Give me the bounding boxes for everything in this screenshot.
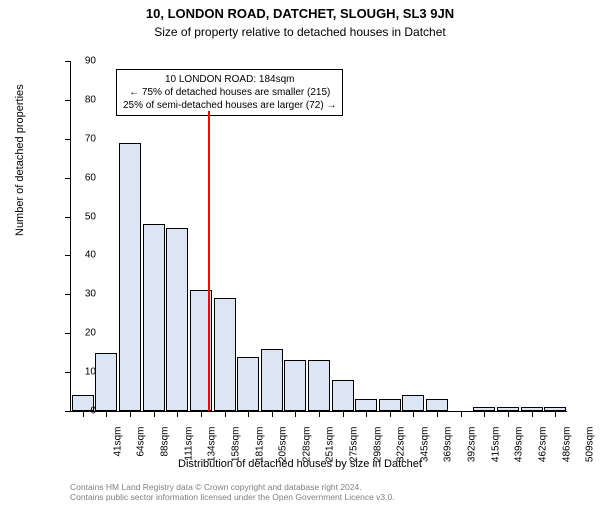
histogram-bar [143, 224, 165, 411]
x-tick [106, 411, 107, 417]
histogram-bar [214, 298, 236, 411]
x-tick-label: 134sqm [207, 427, 218, 467]
histogram-bar [95, 353, 117, 411]
x-tick-label: 41sqm [112, 427, 123, 467]
histogram-bar [379, 399, 401, 411]
y-tick-label: 80 [66, 94, 96, 105]
x-tick [437, 411, 438, 417]
x-tick-label: 369sqm [443, 427, 454, 467]
histogram-bar [166, 228, 188, 411]
y-tick-label: 50 [66, 211, 96, 222]
y-tick-label: 0 [66, 406, 96, 417]
x-tick [508, 411, 509, 417]
x-axis-title: Distribution of detached houses by size … [0, 458, 600, 470]
y-tick-label: 10 [66, 367, 96, 378]
histogram-bar [402, 395, 424, 411]
x-tick-label: 509sqm [585, 427, 596, 467]
annotation-line1: 10 LONDON ROAD: 184sqm [123, 73, 336, 86]
y-tick-label: 20 [66, 328, 96, 339]
x-tick [413, 411, 414, 417]
x-tick [248, 411, 249, 417]
x-tick-label: 205sqm [278, 427, 289, 467]
x-tick-label: 181sqm [254, 427, 265, 467]
x-tick-label: 322sqm [396, 427, 407, 467]
x-tick-label: 251sqm [325, 427, 336, 467]
x-tick-label: 415sqm [490, 427, 501, 467]
x-tick-label: 439sqm [514, 427, 525, 467]
histogram-bar [355, 399, 377, 411]
annotation-box: 10 LONDON ROAD: 184sqm ← 75% of detached… [116, 69, 343, 116]
annotation-line3: 25% of semi-detached houses are larger (… [123, 99, 336, 112]
histogram-bar [284, 360, 306, 411]
histogram-bar [119, 143, 141, 411]
x-tick-label: 111sqm [183, 427, 194, 467]
x-tick [201, 411, 202, 417]
x-tick [484, 411, 485, 417]
title-sub: Size of property relative to detached ho… [0, 25, 600, 39]
x-tick-label: 64sqm [136, 427, 147, 467]
x-tick [295, 411, 296, 417]
x-tick [272, 411, 273, 417]
x-tick-label: 158sqm [230, 427, 241, 467]
footer-line2: Contains public sector information licen… [70, 492, 395, 502]
y-tick-label: 40 [66, 250, 96, 261]
histogram-bar [426, 399, 448, 411]
annotation-line2: ← 75% of detached houses are smaller (21… [123, 86, 336, 99]
plot-area: 10 LONDON ROAD: 184sqm ← 75% of detached… [70, 61, 567, 412]
x-tick-label: 88sqm [160, 427, 171, 467]
x-tick [555, 411, 556, 417]
x-tick-label: 345sqm [419, 427, 430, 467]
footer-line1: Contains HM Land Registry data © Crown c… [70, 482, 395, 492]
x-tick [366, 411, 367, 417]
x-tick-label: 486sqm [561, 427, 572, 467]
x-tick [319, 411, 320, 417]
x-tick [532, 411, 533, 417]
histogram-bar [308, 360, 330, 411]
y-tick-label: 70 [66, 133, 96, 144]
x-tick [461, 411, 462, 417]
x-tick [177, 411, 178, 417]
y-axis-title: Number of detached properties [14, 84, 26, 236]
y-tick-label: 90 [66, 56, 96, 67]
x-tick [343, 411, 344, 417]
x-tick-label: 462sqm [537, 427, 548, 467]
title-main: 10, LONDON ROAD, DATCHET, SLOUGH, SL3 9J… [0, 6, 600, 21]
x-tick-label: 298sqm [372, 427, 383, 467]
x-tick [130, 411, 131, 417]
footer-attribution: Contains HM Land Registry data © Crown c… [70, 482, 395, 502]
histogram-chart: 10 LONDON ROAD: 184sqm ← 75% of detached… [70, 61, 566, 411]
x-tick [154, 411, 155, 417]
histogram-bar [332, 380, 354, 411]
x-tick-label: 275sqm [349, 427, 360, 467]
y-tick-label: 60 [66, 172, 96, 183]
histogram-bar [237, 357, 259, 411]
x-tick-label: 392sqm [467, 427, 478, 467]
x-tick-label: 228sqm [301, 427, 312, 467]
histogram-bar [261, 349, 283, 411]
subject-marker-line [208, 111, 210, 411]
y-tick-label: 30 [66, 289, 96, 300]
x-tick [225, 411, 226, 417]
x-tick [390, 411, 391, 417]
